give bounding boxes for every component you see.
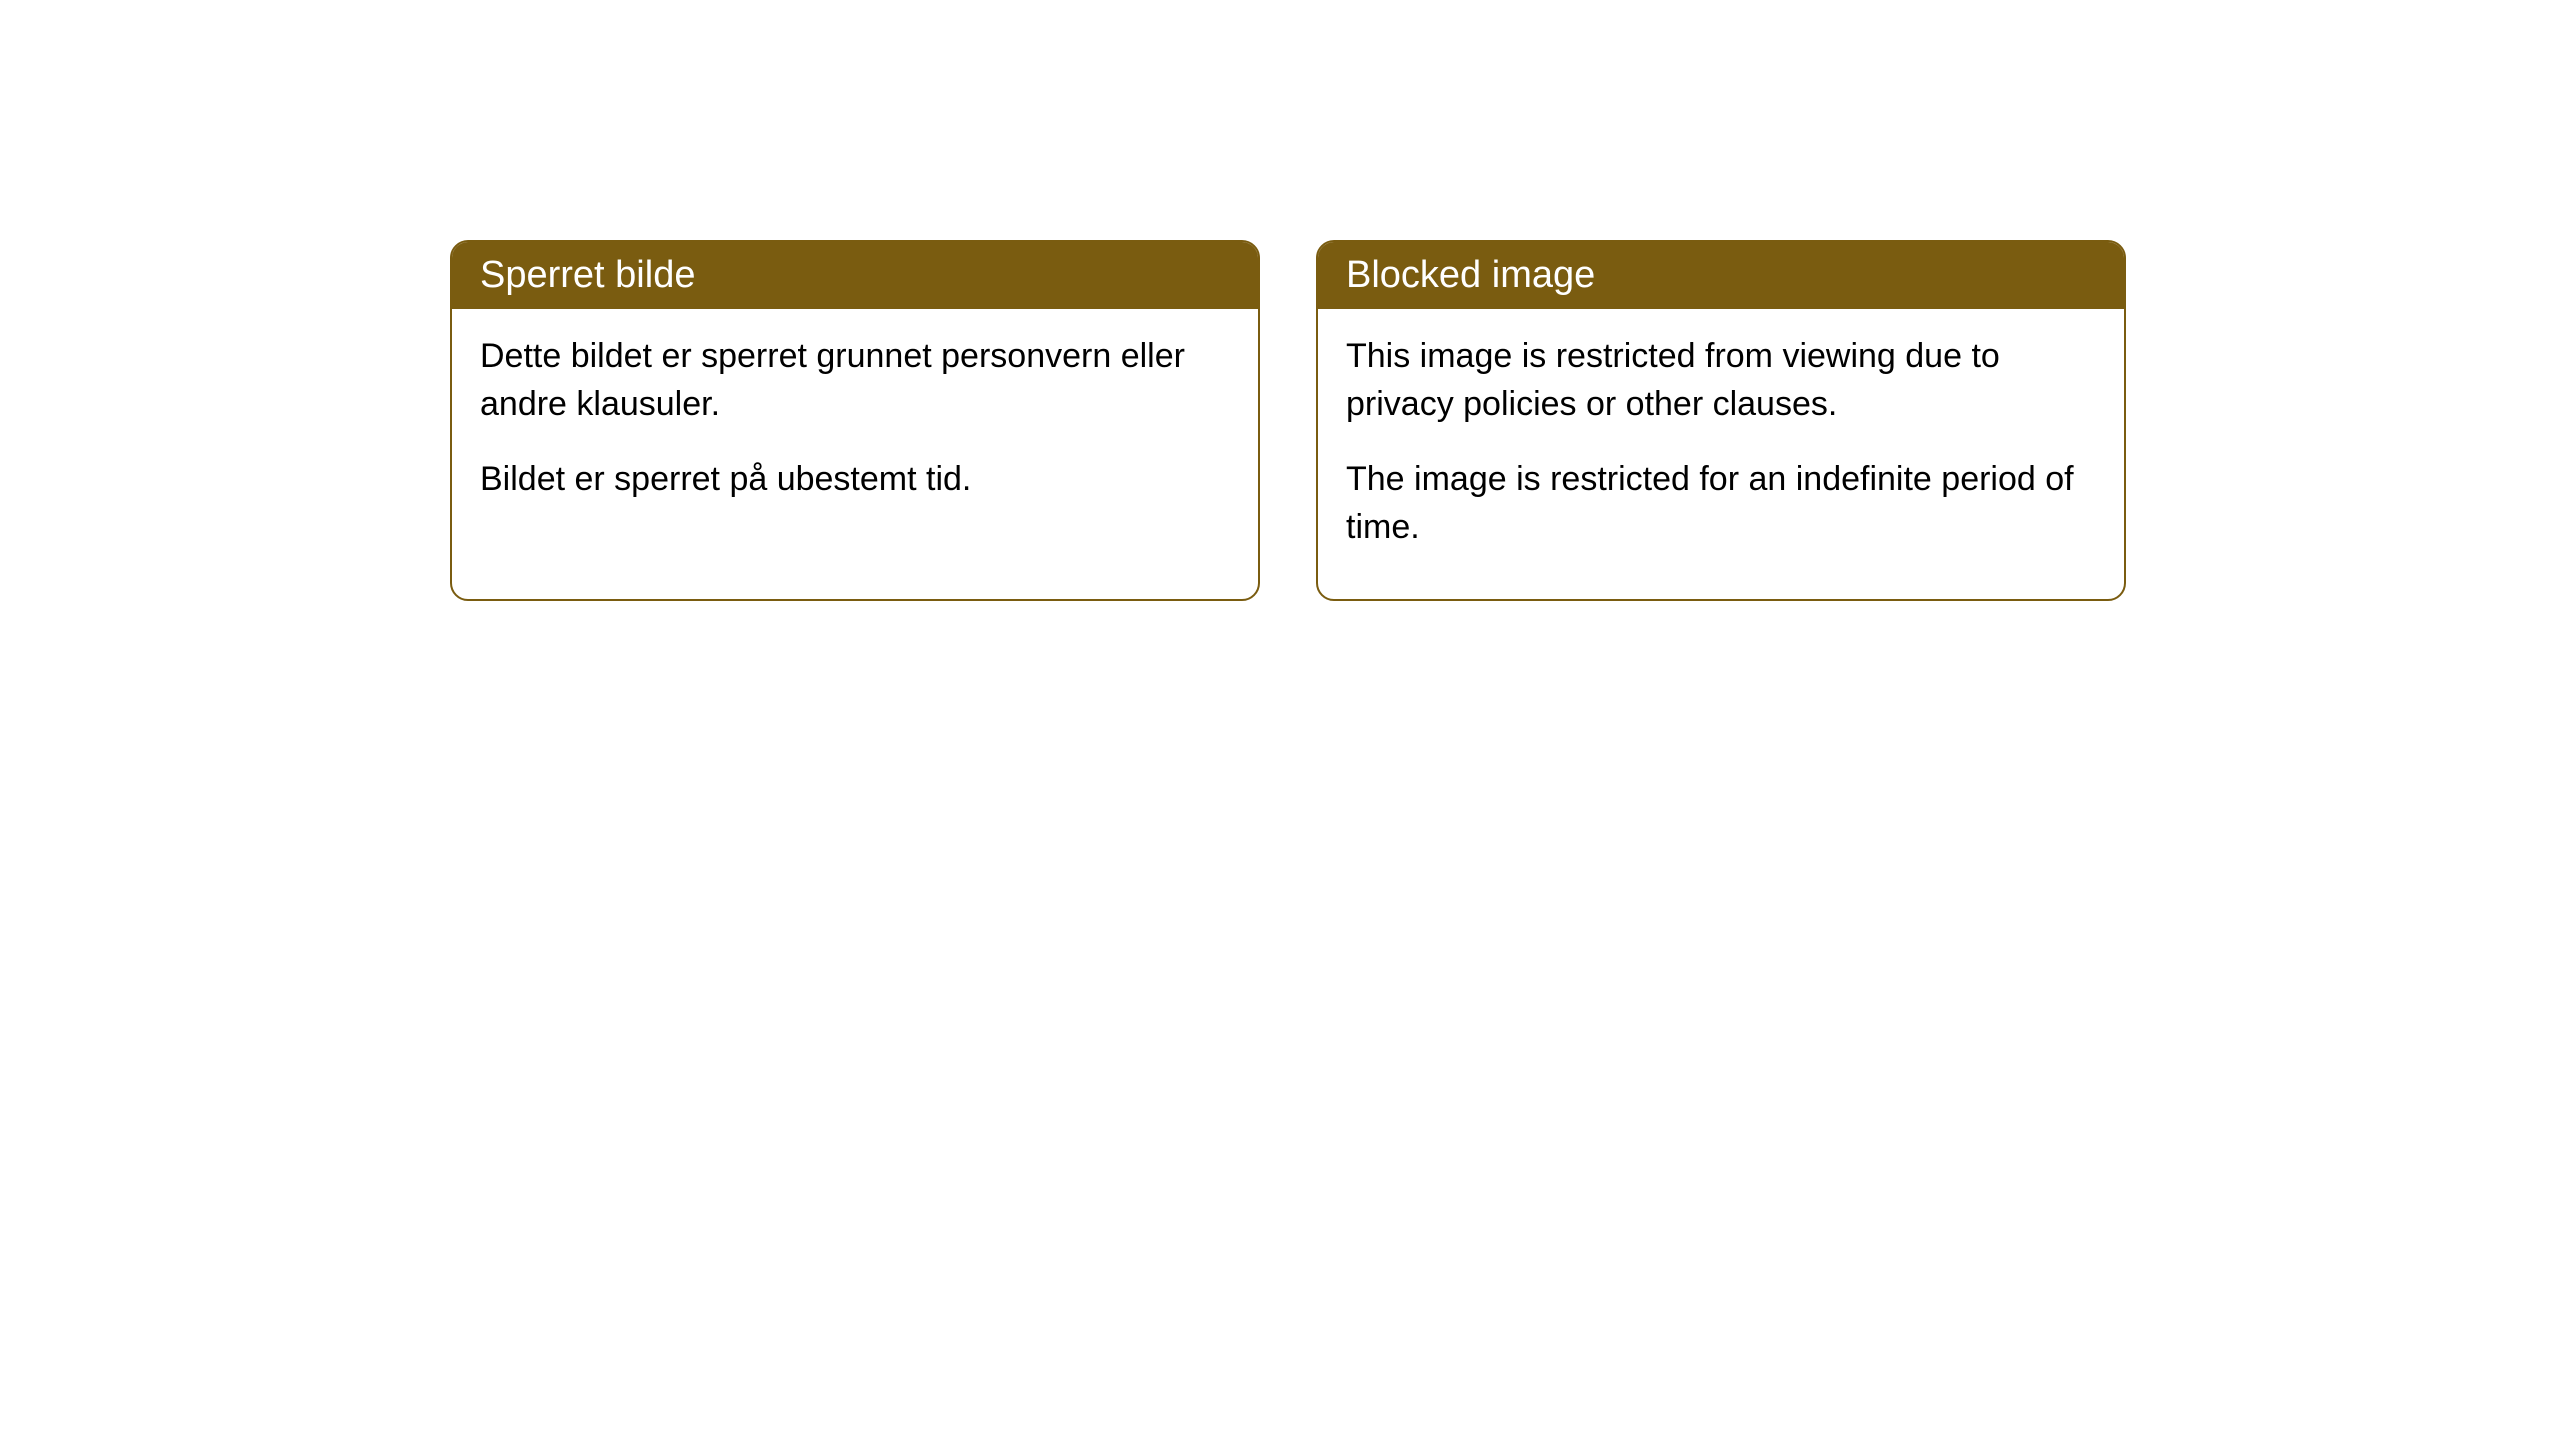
card-body: This image is restricted from viewing du…	[1318, 309, 2124, 599]
card-paragraph-1: This image is restricted from viewing du…	[1346, 333, 2096, 428]
card-paragraph-2: The image is restricted for an indefinit…	[1346, 456, 2096, 551]
card-title: Sperret bilde	[480, 254, 695, 296]
card-header: Blocked image	[1318, 242, 2124, 309]
card-body: Dette bildet er sperret grunnet personve…	[452, 309, 1258, 552]
card-header: Sperret bilde	[452, 242, 1258, 309]
card-paragraph-2: Bildet er sperret på ubestemt tid.	[480, 456, 1230, 504]
blocked-image-card-norwegian: Sperret bilde Dette bildet er sperret gr…	[450, 240, 1260, 601]
card-paragraph-1: Dette bildet er sperret grunnet personve…	[480, 333, 1230, 428]
notice-cards-container: Sperret bilde Dette bildet er sperret gr…	[450, 240, 2126, 601]
card-title: Blocked image	[1346, 254, 1595, 296]
blocked-image-card-english: Blocked image This image is restricted f…	[1316, 240, 2126, 601]
